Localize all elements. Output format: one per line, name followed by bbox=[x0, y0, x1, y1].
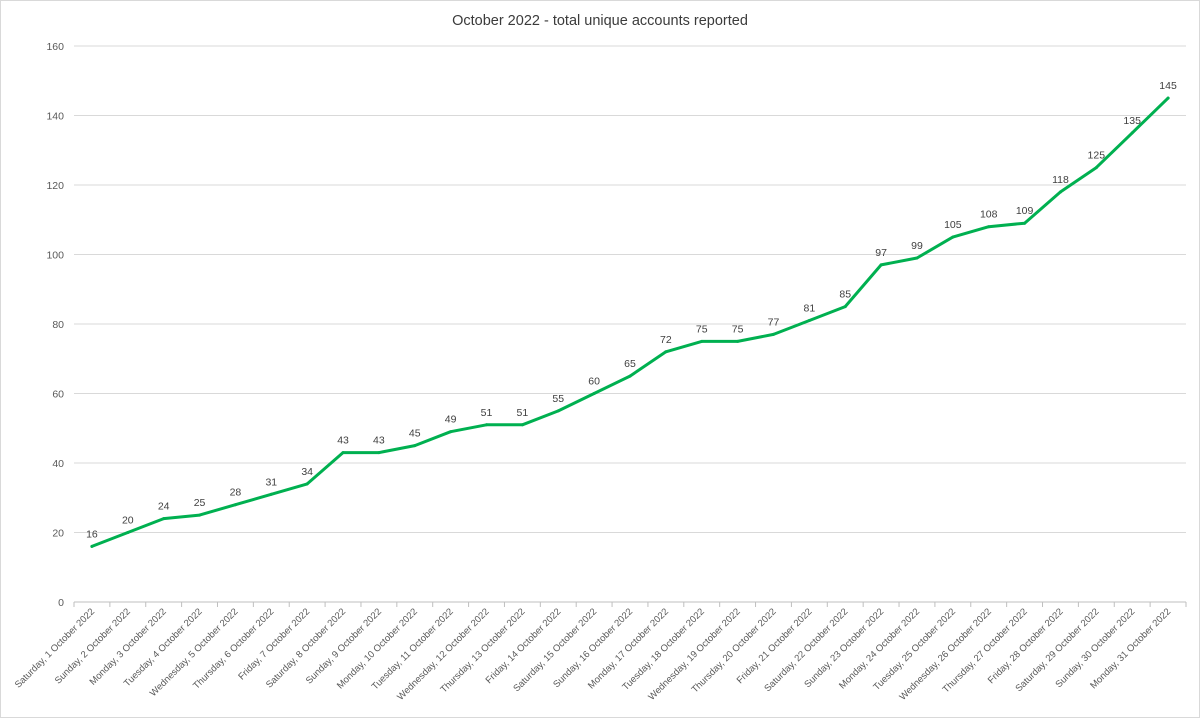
data-label: 25 bbox=[194, 497, 206, 509]
data-point bbox=[90, 544, 94, 548]
data-point bbox=[162, 517, 166, 521]
data-point bbox=[377, 451, 381, 455]
x-axis bbox=[73, 601, 1187, 607]
y-tick-label: 140 bbox=[46, 111, 64, 123]
data-point bbox=[305, 482, 309, 486]
data-label: 109 bbox=[1016, 205, 1034, 217]
data-label: 72 bbox=[660, 334, 672, 346]
data-label: 118 bbox=[1052, 174, 1069, 186]
data-label: 60 bbox=[588, 376, 600, 388]
data-point bbox=[592, 392, 596, 395]
data-point bbox=[736, 339, 740, 343]
chart-title: October 2022 - total unique accounts rep… bbox=[452, 13, 748, 29]
y-tick-label: 80 bbox=[52, 319, 64, 331]
data-point bbox=[1023, 221, 1027, 225]
data-label: 24 bbox=[158, 501, 170, 513]
data-point bbox=[700, 339, 704, 343]
data-labels: 16 20 24 25 28 31 34 43 43 45 49 51 51 55 60 65 72 75 75 77… bbox=[86, 80, 1177, 540]
data-point bbox=[269, 492, 273, 496]
data-label: 49 bbox=[445, 414, 457, 426]
data-label: 43 bbox=[337, 435, 349, 447]
series-line bbox=[90, 96, 1170, 548]
data-point bbox=[1094, 166, 1098, 170]
data-label: 20 bbox=[122, 515, 134, 527]
data-label: 43 bbox=[373, 435, 385, 447]
y-tick-label: 20 bbox=[52, 528, 64, 540]
x-tick-label: Friday, 7 October 2022 bbox=[236, 606, 312, 682]
data-point bbox=[485, 423, 489, 427]
data-point bbox=[1166, 96, 1170, 100]
data-point bbox=[198, 513, 202, 517]
y-axis-ticks: 0 20 40 60 80 100 120 140 160 bbox=[46, 41, 64, 609]
data-point bbox=[664, 350, 668, 354]
data-point bbox=[1058, 190, 1062, 194]
data-label: 108 bbox=[980, 209, 998, 221]
data-label: 77 bbox=[768, 316, 780, 328]
data-label: 85 bbox=[839, 289, 851, 301]
data-point bbox=[233, 503, 237, 507]
y-tick-label: 100 bbox=[46, 250, 64, 262]
data-point bbox=[951, 235, 955, 239]
data-point bbox=[341, 451, 345, 455]
data-label: 31 bbox=[265, 476, 277, 488]
data-point bbox=[1130, 131, 1134, 135]
data-point bbox=[987, 225, 991, 229]
gridlines bbox=[74, 45, 1186, 533]
data-point bbox=[843, 305, 847, 309]
data-label: 51 bbox=[481, 407, 493, 419]
data-label: 51 bbox=[517, 407, 529, 419]
data-point bbox=[879, 263, 883, 267]
data-label: 105 bbox=[944, 219, 962, 231]
data-label: 145 bbox=[1159, 80, 1177, 92]
series-line-layer bbox=[90, 96, 1170, 548]
data-label: 55 bbox=[552, 393, 564, 405]
data-label: 45 bbox=[409, 428, 421, 440]
y-tick-label: 60 bbox=[52, 389, 64, 401]
y-tick-label: 40 bbox=[52, 458, 64, 470]
y-tick-label: 0 bbox=[58, 597, 64, 609]
data-label: 81 bbox=[804, 303, 816, 315]
data-point bbox=[771, 332, 775, 336]
data-label: 75 bbox=[732, 323, 744, 335]
data-label: 75 bbox=[696, 323, 708, 335]
data-point bbox=[628, 374, 632, 378]
data-label: 28 bbox=[230, 487, 242, 499]
data-label: 125 bbox=[1088, 150, 1106, 162]
y-tick-label: 160 bbox=[46, 41, 64, 53]
data-label: 135 bbox=[1123, 115, 1141, 127]
data-point bbox=[915, 256, 919, 260]
data-point bbox=[520, 423, 524, 427]
data-point bbox=[413, 444, 417, 448]
data-label: 65 bbox=[624, 358, 636, 370]
data-label: 99 bbox=[911, 240, 923, 252]
data-point bbox=[556, 409, 560, 413]
data-point bbox=[807, 319, 811, 323]
y-tick-label: 120 bbox=[46, 180, 64, 192]
data-label: 34 bbox=[301, 466, 313, 478]
data-point bbox=[126, 531, 130, 534]
data-label: 97 bbox=[875, 247, 887, 259]
data-label: 16 bbox=[86, 528, 98, 540]
data-point bbox=[449, 430, 453, 434]
